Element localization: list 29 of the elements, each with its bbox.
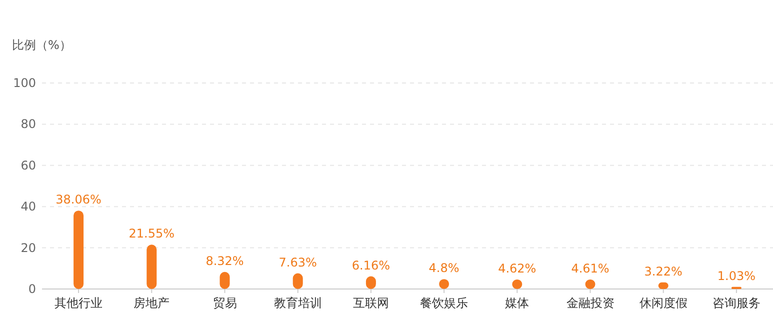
data-label: 7.63% (278, 255, 317, 270)
bar (74, 210, 84, 289)
data-label: 4.61% (571, 262, 610, 276)
y-tick-label: 100 (13, 76, 36, 90)
x-tick-label: 休闲度假 (639, 296, 688, 310)
x-tick-label: 媒体 (505, 296, 530, 310)
data-label: 1.03% (717, 268, 756, 283)
y-axis-title: 比例（%） (12, 38, 72, 52)
y-tick-label: 0 (28, 282, 36, 296)
data-label: 4.8% (428, 261, 460, 276)
x-tick-label: 其他行业 (54, 296, 103, 310)
y-tick-label: 60 (20, 158, 36, 172)
bar (146, 244, 157, 289)
x-tick-label: 房地产 (134, 296, 170, 310)
y-tick-label: 80 (20, 117, 36, 132)
x-tick-label: 贸易 (212, 296, 237, 310)
y-tick-label: 20 (20, 240, 36, 255)
data-label: 6.16% (352, 258, 390, 272)
x-tick-label: 教育培训 (274, 296, 322, 310)
x-tick-label: 餐饮娱乐 (420, 296, 468, 310)
x-tick-label: 金融投资 (566, 296, 614, 310)
data-label: 21.55% (128, 226, 175, 241)
data-label: 8.32% (206, 254, 244, 268)
x-tick-label: 互联网 (352, 296, 389, 310)
data-label: 38.06% (56, 192, 102, 207)
data-label: 3.22% (644, 264, 682, 278)
y-tick-label: 40 (20, 200, 36, 214)
x-tick-label: 咨询服务 (712, 296, 760, 310)
data-label: 4.62% (498, 261, 536, 276)
